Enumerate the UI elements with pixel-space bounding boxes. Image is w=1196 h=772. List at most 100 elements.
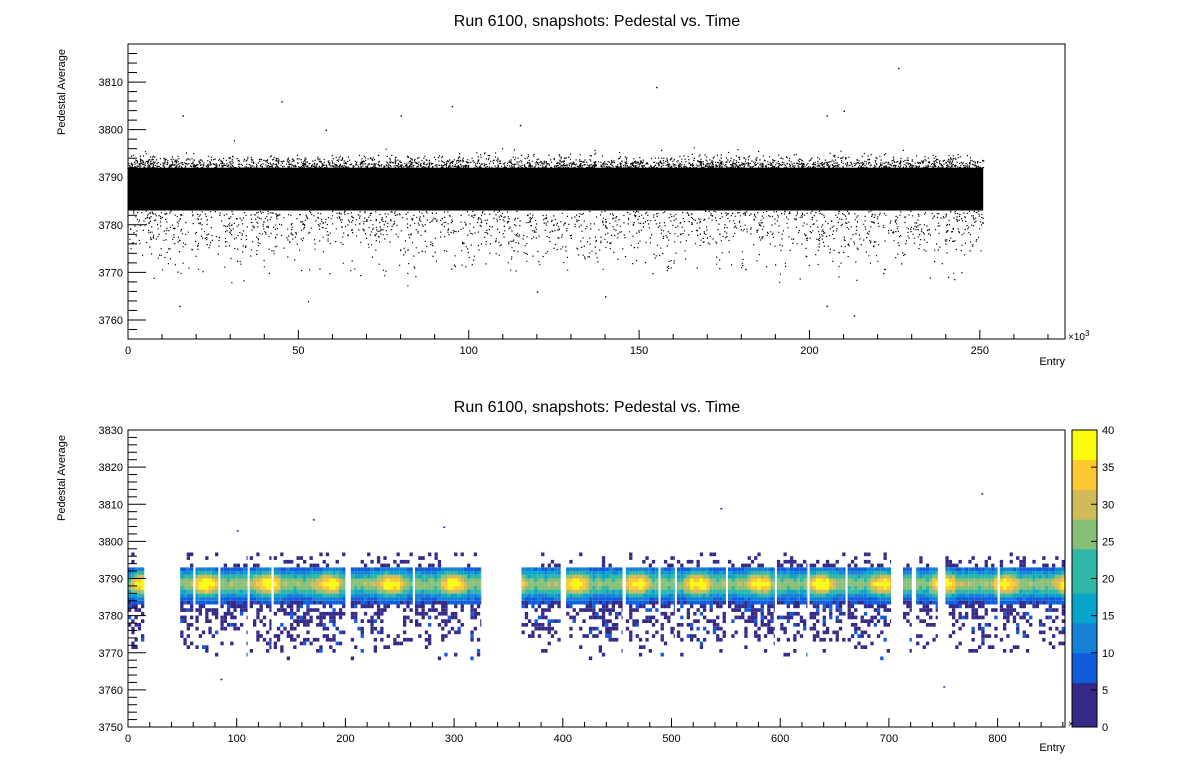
heatmap-cell	[205, 611, 209, 616]
heatmap-cell	[280, 604, 284, 609]
heatmap-cell	[592, 567, 596, 572]
heatmap-cell	[829, 578, 833, 583]
heatmap-cell	[660, 585, 664, 590]
heatmap-cell	[809, 600, 813, 605]
heatmap-cell	[1012, 645, 1017, 649]
heatmap-cell	[380, 567, 384, 572]
heatmap-cell	[350, 578, 355, 583]
heatmap-cell	[796, 597, 800, 601]
heatmap-cell	[693, 574, 697, 579]
heatmap-cell	[786, 582, 790, 586]
top-outlier-point	[826, 115, 828, 117]
heatmap-cell	[386, 645, 390, 649]
heatmap-cell	[296, 593, 300, 598]
heatmap-cell	[531, 600, 535, 605]
heatmap-cell	[537, 626, 542, 631]
heatmap-cell	[880, 574, 884, 579]
heatmap-cell	[968, 571, 972, 575]
heatmap-cell	[1061, 600, 1065, 605]
heatmap-cell	[608, 571, 612, 575]
heatmap-cell	[922, 604, 926, 609]
heatmap-cell	[854, 608, 858, 612]
heatmap-cell	[450, 611, 455, 616]
heatmap-cell	[434, 578, 438, 583]
heatmap-cell	[747, 597, 751, 601]
heatmap-cell	[329, 574, 333, 579]
heatmap-cell	[180, 634, 184, 638]
heatmap-cell	[876, 611, 881, 616]
heatmap-cell	[421, 608, 425, 612]
heatmap-cell	[418, 585, 422, 590]
heatmap-cell	[424, 630, 429, 635]
heatmap-cell	[971, 567, 975, 572]
heatmap-cell	[890, 574, 892, 579]
heatmap-cell	[566, 604, 570, 609]
heatmap-cell	[690, 604, 694, 609]
heatmap-cell	[557, 593, 561, 598]
heatmap-cell	[880, 604, 884, 609]
heatmap-segment	[809, 552, 846, 653]
heatmap-cell	[1029, 589, 1033, 594]
heatmap-cell	[338, 611, 343, 616]
heatmap-cell	[806, 589, 808, 594]
heatmap-cell	[1022, 563, 1026, 568]
heatmap-cell	[335, 611, 339, 616]
heatmap-cell	[376, 611, 381, 616]
heatmap-cell	[847, 589, 851, 594]
heatmap-cell	[557, 637, 561, 642]
heatmap-cell	[860, 615, 864, 620]
heatmap-cell	[750, 582, 755, 586]
heatmap-cell	[230, 578, 234, 583]
heatmap-cell	[418, 567, 422, 572]
heatmap-cell	[460, 582, 464, 586]
heatmap-cell	[673, 600, 675, 605]
heatmap-cell	[399, 585, 404, 590]
heatmap-cell	[220, 585, 224, 590]
heatmap-cell	[767, 582, 771, 586]
heatmap-cell	[1058, 630, 1062, 635]
heatmap-cell	[676, 608, 681, 612]
heatmap-cell	[434, 552, 438, 557]
heatmap-cell	[981, 593, 985, 598]
heatmap-cell	[812, 615, 817, 620]
heatmap-cell	[406, 585, 410, 590]
heatmap-cell	[380, 626, 384, 631]
heatmap-cell	[380, 593, 384, 598]
heatmap-cell	[424, 611, 429, 616]
heatmap-cell	[790, 597, 794, 601]
heatmap-cell	[731, 619, 735, 623]
heatmap-cell	[253, 567, 257, 572]
heatmap-cell	[550, 589, 555, 594]
heatmap-cell	[592, 585, 596, 590]
heatmap-cell	[306, 608, 310, 612]
heatmap-cell	[1055, 582, 1059, 586]
heatmap-cell	[403, 567, 407, 572]
heatmap-cell	[201, 604, 206, 609]
heatmap-cell	[467, 574, 471, 579]
heatmap-cell	[883, 623, 887, 627]
heatmap-cell	[842, 600, 846, 605]
heatmap-cell	[796, 574, 800, 579]
heatmap-cell	[325, 634, 330, 638]
heatmap-cell	[211, 574, 215, 579]
heatmap-segment	[521, 552, 561, 653]
heatmap-cell	[463, 574, 468, 579]
heatmap-cell	[588, 656, 593, 661]
heatmap-cell	[373, 578, 377, 583]
heatmap-cell	[383, 585, 387, 590]
heatmap-cell	[747, 571, 751, 575]
heatmap-cell	[409, 637, 413, 642]
heatmap-cell	[906, 604, 910, 609]
heatmap-cell	[670, 593, 674, 598]
heatmap-cell	[683, 593, 687, 598]
heatmap-cell	[269, 619, 272, 623]
heatmap-cell	[703, 593, 707, 598]
heatmap-cell	[421, 604, 425, 609]
heatmap-cell	[925, 597, 930, 601]
bottom-x-tick-label: 600	[771, 733, 789, 745]
heatmap-cell	[806, 597, 808, 601]
heatmap-cell	[783, 593, 787, 598]
heatmap-cell	[922, 597, 926, 601]
heatmap-cell	[857, 585, 861, 590]
heatmap-cell	[1009, 589, 1013, 594]
